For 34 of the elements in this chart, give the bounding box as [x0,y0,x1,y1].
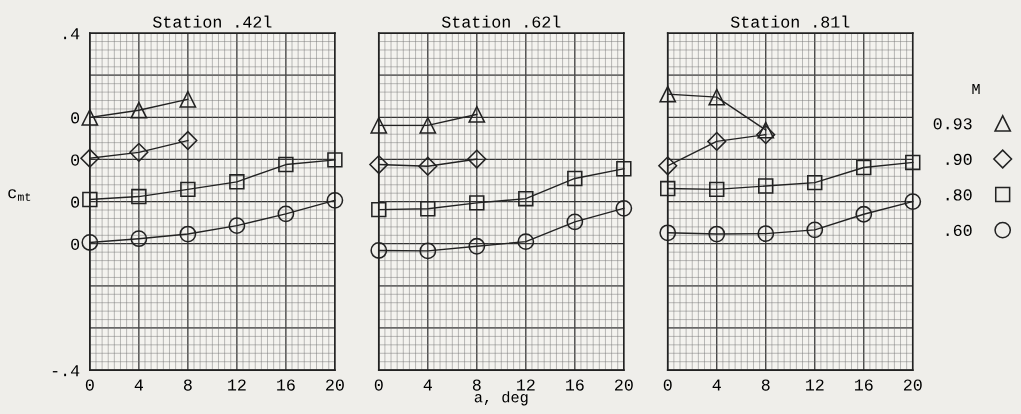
x-tick-label: 16 [277,379,295,391]
legend-label: 0.93 [933,118,972,130]
x-tick-label: 0 [85,379,94,391]
chart-title: Station .42l [153,15,272,28]
x-tick-label: 0 [374,379,383,391]
legend-label: .80 [946,189,972,201]
y-tick-label: 0 [71,238,80,250]
x-tick-label: 20 [326,379,344,391]
x-tick-label: 12 [805,379,824,391]
x-tick-label: 20 [615,379,633,391]
x-tick-label: 8 [472,379,481,391]
y-axis-title: c$_{mt}$ [8,189,31,201]
chart-title: Station .81l [730,15,850,28]
x-tick-label: 8 [761,379,770,391]
y-tick-label: 0 [71,196,80,208]
y-tick-label: .4 [64,28,80,40]
y-tick-label: 0 [71,154,80,166]
y-tick-label: 0 [71,112,80,124]
x-axis-title: a, deg [474,391,528,406]
chart-title: Station .62l [441,15,561,28]
x-tick-label: 8 [183,379,192,391]
x-tick-label: 0 [663,379,672,391]
legend-title: M [972,83,980,95]
x-tick-label: 20 [903,379,922,391]
x-tick-label: 12 [228,379,246,391]
legend-label: .60 [946,224,972,237]
legend-label: .90 [946,153,972,166]
x-tick-label: 12 [517,379,535,391]
x-tick-label: 4 [712,379,721,391]
x-tick-label: 4 [423,379,432,391]
x-tick-label: 16 [566,379,584,391]
x-tick-label: 16 [854,379,873,391]
y-tick-label: -.4 [52,365,80,377]
x-tick-label: 4 [134,379,144,391]
